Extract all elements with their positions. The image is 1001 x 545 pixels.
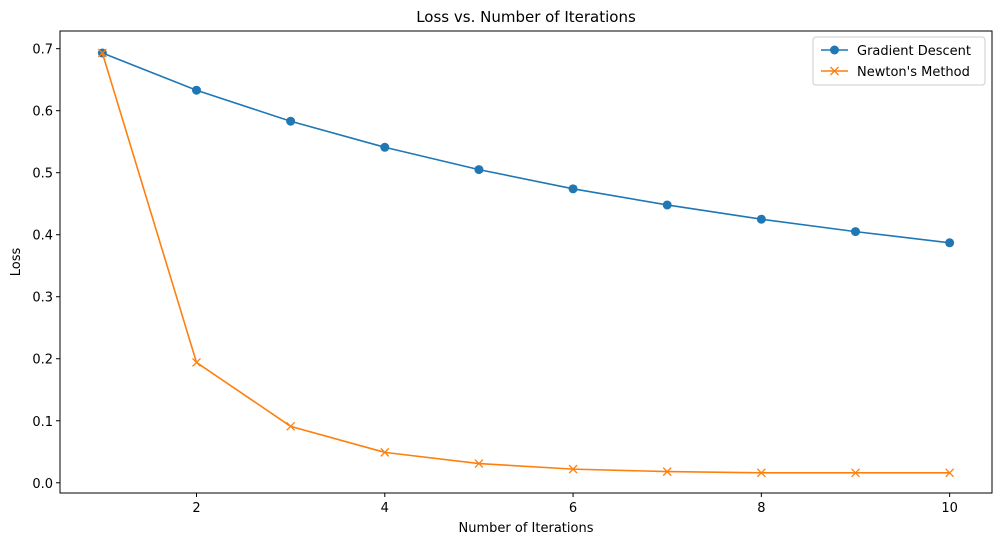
y-tick-label: 0.0 <box>32 477 53 492</box>
legend: Gradient Descent Newton's Method <box>812 36 986 86</box>
x-tick-label: 10 <box>941 501 958 516</box>
y-tick-label: 0.7 <box>32 43 53 58</box>
x-marker-stroke <box>192 358 201 367</box>
gradient-descent-point <box>850 227 860 237</box>
x-marker-stroke <box>756 468 766 478</box>
gradient-descent-point <box>568 184 578 194</box>
newton-s-method-point <box>192 358 201 367</box>
newton-s-method-point <box>945 468 955 478</box>
x-marker-stroke <box>662 467 672 477</box>
x-tick-label: 8 <box>757 501 765 516</box>
x-marker-stroke <box>380 447 390 457</box>
gradient-descent-point <box>945 238 955 248</box>
gradient-descent-point <box>662 200 672 210</box>
y-tick-label: 0.6 <box>32 105 53 120</box>
newton-s-method-point <box>97 48 107 58</box>
plot-area: 2 4 6 8 10 0.0 0.1 0.2 0.3 0.4 0.5 0.6 0.7 <box>32 30 993 516</box>
newton-s-method-point <box>380 447 390 457</box>
legend-entry-label: Newton's Method <box>857 65 970 80</box>
gradient-descent-point <box>380 142 390 152</box>
x-marker-stroke <box>474 459 484 469</box>
y-tick-label: 0.2 <box>32 353 53 368</box>
gradient-descent-point <box>756 214 766 224</box>
x-tick-label: 2 <box>192 501 200 516</box>
legend-swatch-marker <box>830 66 839 76</box>
y-axis-label: Loss <box>9 248 24 277</box>
x-axis-ticks: 2 4 6 8 10 <box>192 493 958 516</box>
legend-entry-label: Gradient Descent <box>857 44 971 59</box>
chart-title: Loss vs. Number of Iterations <box>416 8 636 26</box>
newton-s-method-point <box>568 464 578 474</box>
newton-s-method-point <box>851 468 860 478</box>
legend-swatch-marker <box>830 45 839 55</box>
legend-box <box>812 36 986 86</box>
axes-frame <box>59 30 993 494</box>
gradient-descent-point <box>474 165 484 175</box>
y-tick-label: 0.5 <box>32 167 53 182</box>
gradient-descent-line <box>102 52 950 244</box>
x-marker-stroke <box>945 468 955 478</box>
newton-s-method-point <box>474 459 484 469</box>
series-layer <box>97 48 955 478</box>
gradient-descent-point <box>286 116 296 126</box>
y-tick-label: 0.3 <box>32 291 53 306</box>
y-tick-label: 0.4 <box>32 229 53 244</box>
x-marker-stroke <box>851 468 860 478</box>
y-tick-label: 0.1 <box>32 415 53 430</box>
x-axis-label: Number of Iterations <box>459 521 594 536</box>
y-axis-ticks: 0.0 0.1 0.2 0.3 0.4 0.5 0.6 0.7 <box>32 43 60 492</box>
x-tick-label: 4 <box>381 501 389 516</box>
x-marker-stroke <box>286 421 296 431</box>
newton-s-method-point <box>662 467 672 477</box>
x-marker-stroke <box>97 48 107 58</box>
newton-s-method-line <box>101 52 950 474</box>
newton-s-method-point <box>286 421 296 431</box>
newton-s-method-point <box>756 468 766 478</box>
x-tick-label: 6 <box>569 501 577 516</box>
x-marker-stroke <box>568 464 578 474</box>
gradient-descent-point <box>192 85 202 95</box>
